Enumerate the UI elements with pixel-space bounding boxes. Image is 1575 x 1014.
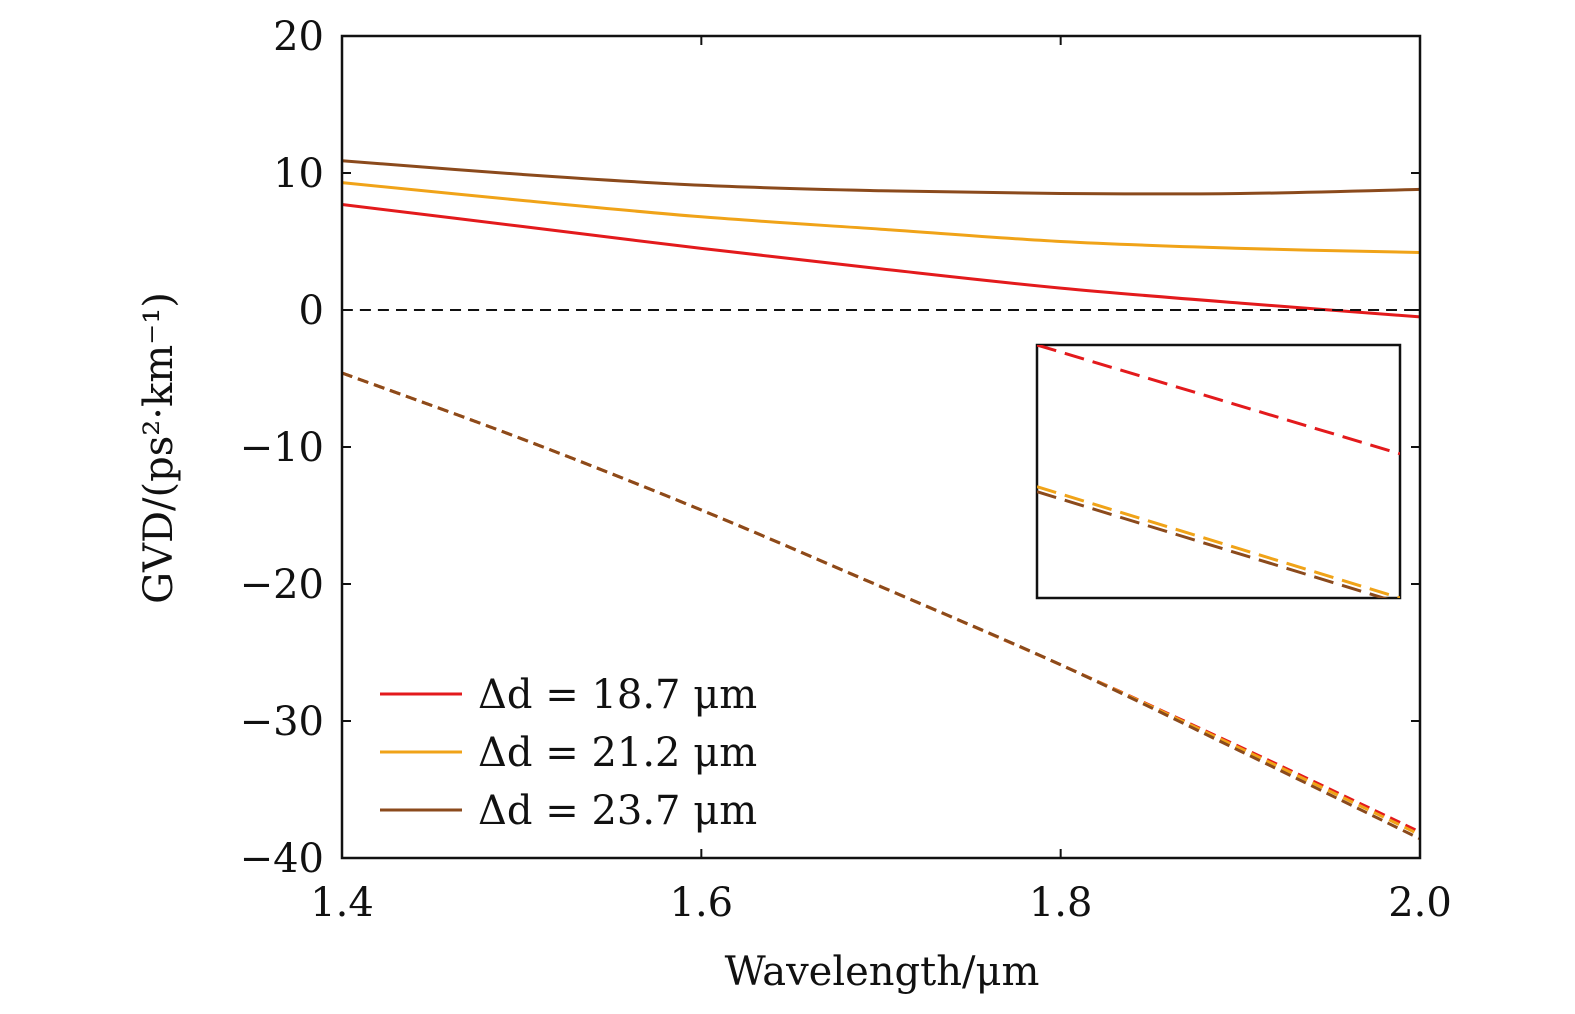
x-tick-label: 2.0 [1388,880,1452,926]
y-tick-label: −40 [240,836,324,882]
legend-label-d23_7: Δd = 23.7 μm [478,788,757,834]
legend-label-d21_2: Δd = 21.2 μm [478,730,757,776]
y-axis-label: GVD/(ps²·km⁻¹) [136,292,182,604]
x-tick-label: 1.4 [310,880,374,926]
legend: Δd = 18.7 μm Δd = 21.2 μm Δd = 23.7 μm [380,672,757,834]
series-layer [341,159,1421,841]
y-tick-label: −30 [240,699,324,745]
ticks-layer: 1.4 1.6 1.8 2.0 −40 −30 −20 −10 0 10 20 [240,14,1452,926]
legend-label-d18_7: Δd = 18.7 μm [478,672,757,718]
inset-frame [1035,343,1402,600]
inset [1035,343,1402,600]
inset-series-d18_7 [1037,345,1400,456]
y-tick-label: 0 [299,288,324,334]
inset-series-d23_7 [1037,490,1389,598]
y-tick-label: 10 [273,151,324,197]
x-axis-label: Wavelength/μm [725,949,1040,995]
series-line-d18_7 [341,203,1421,319]
series-line-d23_7 [341,159,1421,196]
y-tick-label: 20 [273,14,324,60]
series-line-d21_2 [341,181,1421,254]
y-tick-label: −20 [240,562,324,608]
series-dashed-d23_7 [341,371,1421,841]
inset-series-d21_2 [1037,485,1400,598]
y-tick-label: −10 [240,425,324,471]
x-tick-label: 1.6 [670,880,734,926]
x-tick-label: 1.8 [1029,880,1093,926]
